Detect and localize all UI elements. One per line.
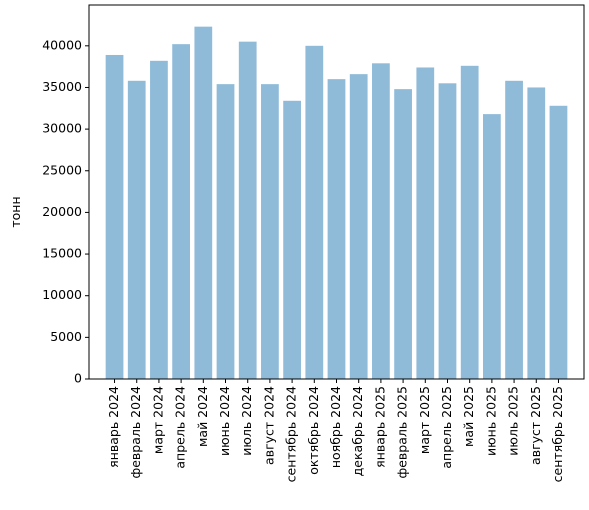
x-tick-label: октябрь 2024 [306,386,321,475]
y-tick-label: 0 [74,371,82,386]
x-tick-label: август 2025 [528,386,543,465]
bar [416,67,435,379]
bar [127,80,146,379]
x-tick-label: июнь 2024 [217,386,232,456]
y-axis-label: тонн [8,196,23,227]
bar [483,114,501,379]
bar [372,63,390,380]
plot-frame [88,4,585,380]
bar [505,80,523,379]
x-tick-label: март 2024 [150,386,165,454]
y-tick-label: 30000 [42,121,82,136]
y-tick-label: 25000 [42,162,82,177]
y-tick-label: 20000 [42,204,82,219]
bar [549,105,568,379]
bar [305,45,324,379]
x-tick-label: апрель 2025 [439,386,454,469]
bar [349,74,368,379]
x-tick-label: январь 2025 [372,386,387,468]
x-tick-label: ноябрь 2024 [328,386,343,468]
bar [172,44,190,379]
x-tick-label: сентябрь 2024 [284,386,299,482]
x-tick-label: август 2024 [261,386,276,465]
bar [438,83,457,380]
bar [194,26,213,380]
bar [150,60,168,379]
x-tick-label: декабрь 2024 [350,386,365,476]
x-tick-label: июль 2024 [239,386,254,456]
x-tick-label: май 2025 [461,386,476,447]
x-tick-label: февраль 2025 [395,386,410,478]
x-tick-label: февраль 2024 [128,386,143,479]
y-tick-label: 35000 [42,79,82,94]
x-tick-label: июль 2025 [506,386,521,456]
bar [460,65,479,379]
y-tick-label: 5000 [50,329,82,344]
x-tick-label: январь 2024 [106,386,121,468]
bar [238,41,257,380]
y-tick-label: 40000 [42,37,82,52]
bar [283,100,301,379]
bar [327,79,346,379]
bar [394,89,412,379]
bar [105,54,124,380]
x-tick-label: апрель 2024 [173,386,188,469]
y-tick-label: 10000 [42,287,82,302]
x-tick-label: сентябрь 2025 [550,386,565,482]
bar [527,87,546,379]
x-tick-label: июнь 2025 [483,386,498,456]
x-tick-label: май 2024 [195,386,210,447]
x-tick-label: март 2025 [417,386,432,454]
bar [216,84,235,379]
y-tick-label: 15000 [42,246,82,261]
bar [261,84,279,379]
